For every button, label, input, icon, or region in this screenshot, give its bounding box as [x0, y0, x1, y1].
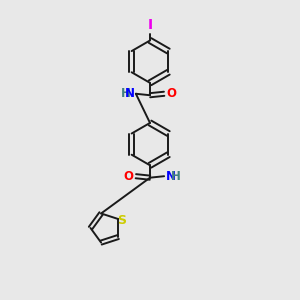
- Text: O: O: [166, 87, 176, 100]
- Text: N: N: [166, 170, 176, 183]
- Text: H: H: [170, 170, 180, 183]
- Text: S: S: [117, 214, 126, 227]
- Text: N: N: [124, 87, 134, 100]
- Text: I: I: [147, 18, 153, 32]
- Text: H: H: [121, 87, 130, 100]
- Text: O: O: [124, 170, 134, 183]
